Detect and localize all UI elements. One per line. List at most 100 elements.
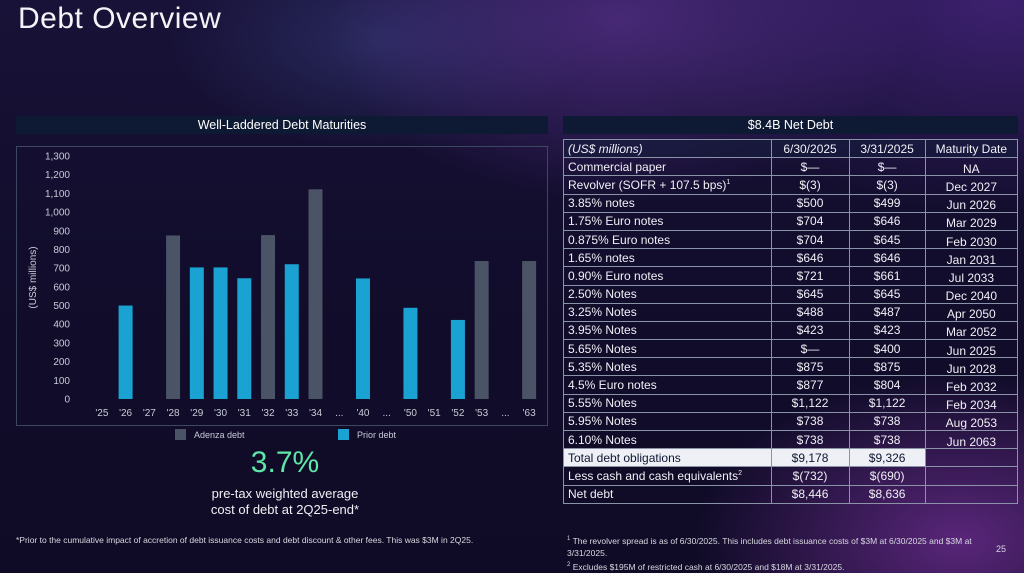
maturity-date-text: Jan 2031 <box>946 252 997 267</box>
value-6-30-2025: $(732) <box>770 466 850 486</box>
value-3-31-2025: $738 <box>848 429 926 450</box>
col-header-q1: 3/31/2025 <box>848 138 926 159</box>
footnote-1-text: The revolver spread is as of 6/30/2025. … <box>567 535 972 558</box>
maturity-date-text: Mar 2052 <box>946 325 997 340</box>
maturity-date-text: Feb 2030 <box>945 234 997 249</box>
table-row: 3.25% Notes $488 $487 Apr 2050 <box>563 302 1019 322</box>
row-label: 0.90% Euro notes <box>563 266 772 286</box>
value-6-30-2025: $646 <box>770 248 850 268</box>
value-3-31-2025: $423 <box>848 320 926 341</box>
x-tick-label: '40 <box>356 408 369 419</box>
col-header-q2: 6/30/2025 <box>770 138 850 159</box>
value-3-31-2025: $661 <box>848 266 926 286</box>
bar-prior <box>213 267 228 399</box>
caption-line-2: cost of debt at 2Q25-end* <box>210 502 360 517</box>
maturity-date-text: Jun 2063 <box>946 434 997 449</box>
maturity-date <box>924 448 1019 468</box>
col-header-units: (US$ millions) <box>563 138 772 159</box>
x-tick-label: '28 <box>167 408 180 419</box>
table-row: 5.65% Notes $— $400 Jun 2025 <box>563 339 1019 359</box>
maturity-date <box>924 466 1019 486</box>
value-3-31-2025: $— <box>848 157 926 177</box>
value-6-30-2025: $8,446 <box>770 484 850 504</box>
maturity-date: Dec 2027 <box>924 175 1019 195</box>
maturity-date-text: Apr 2050 <box>947 307 996 322</box>
x-tick-label: '33 <box>285 408 298 419</box>
row-label: 0.875% Euro notes <box>563 229 772 250</box>
page-number: 25 <box>996 544 1007 554</box>
value-3-31-2025: $875 <box>848 357 926 377</box>
x-tick-label: '52 <box>451 408 464 419</box>
row-label: 2.50% Notes <box>563 284 772 304</box>
maturity-date: Jun 2025 <box>924 339 1019 359</box>
y-tick-label: 1,100 <box>45 189 70 200</box>
value-3-31-2025: $499 <box>848 193 926 213</box>
legend-prior-label: Prior debt <box>357 429 397 440</box>
table-row: 1.75% Euro notes $704 $646 Mar 2029 <box>563 211 1019 231</box>
x-tick-label: '31 <box>238 408 251 419</box>
value-6-30-2025: $— <box>770 339 850 359</box>
maturity-date: Dec 2040 <box>924 284 1019 304</box>
caption-line-1: pre-tax weighted average <box>211 486 359 501</box>
value-6-30-2025: $1,122 <box>770 393 850 413</box>
net-debt-table: (US$ millions) 6/30/2025 3/31/2025 Matur… <box>563 138 1019 504</box>
value-6-30-2025: $875 <box>770 357 850 377</box>
row-label: Revolver (SOFR + 107.5 bps)1 <box>563 175 772 195</box>
y-tick-label: 500 <box>53 301 70 312</box>
row-label: 1.65% notes <box>563 248 772 268</box>
value-3-31-2025: $738 <box>848 411 926 432</box>
legend-adenza-swatch <box>175 429 186 440</box>
x-tick-label: '63 <box>523 408 536 419</box>
legend-adenza: Adenza debt <box>175 429 245 440</box>
maturity-date: Jun 2063 <box>924 429 1019 450</box>
weighted-cost-value: 3.7% <box>250 446 320 479</box>
value-3-31-2025: $646 <box>848 248 926 268</box>
maturity-date: Mar 2052 <box>924 320 1019 341</box>
row-label: 5.35% Notes <box>563 357 772 377</box>
x-tick-label: '51 <box>428 408 441 419</box>
x-tick-label: ... <box>383 408 391 419</box>
x-tick-label: '27 <box>143 408 156 419</box>
maturity-date-text: Dec 2027 <box>945 179 998 194</box>
x-tick-label: '50 <box>404 408 417 419</box>
bar-prior <box>403 307 418 399</box>
maturity-date-text: Jul 2033 <box>948 270 995 285</box>
value-6-30-2025: $704 <box>770 229 850 250</box>
row-label: 3.85% notes <box>563 193 772 213</box>
table-row: 6.10% Notes $738 $738 Jun 2063 <box>563 429 1019 450</box>
maturity-date: Aug 2053 <box>924 411 1019 432</box>
value-3-31-2025: $804 <box>848 375 926 395</box>
y-tick-label: 200 <box>53 357 70 368</box>
y-tick-label: 300 <box>53 338 70 349</box>
x-tick-label: '53 <box>475 408 488 419</box>
row-label: 5.65% Notes <box>563 339 772 359</box>
value-6-30-2025: $488 <box>770 302 850 322</box>
row-label: 3.25% Notes <box>563 302 772 322</box>
row-label: Total debt obligations <box>563 448 772 468</box>
table-row: 5.55% Notes $1,122 $1,122 Feb 2034 <box>563 393 1019 413</box>
maturity-date: Jan 2031 <box>924 248 1019 268</box>
y-axis-label: (US$ millions) <box>28 246 39 308</box>
table-row: 5.95% Notes $738 $738 Aug 2053 <box>563 411 1019 432</box>
value-6-30-2025: $738 <box>770 411 850 432</box>
maturity-date: Feb 2034 <box>924 393 1019 413</box>
table-row: 4.5% Euro notes $877 $804 Feb 2032 <box>563 375 1019 395</box>
bar-prior <box>189 267 204 399</box>
footnote-marker: 1 <box>726 178 731 186</box>
maturity-date <box>924 484 1019 504</box>
value-3-31-2025: $(3) <box>848 175 926 195</box>
value-6-30-2025: $721 <box>770 266 850 286</box>
col-header-maturity: Maturity Date <box>924 138 1019 159</box>
maturity-date-text: Jun 2026 <box>946 198 997 213</box>
row-label: Net debt <box>563 484 772 504</box>
footnote-1: 1 The revolver spread is as of 6/30/2025… <box>567 535 972 558</box>
table-row: 2.50% Notes $645 $645 Dec 2040 <box>563 284 1019 304</box>
maturity-date: Mar 2029 <box>924 211 1019 231</box>
chart-frame <box>16 146 548 426</box>
value-6-30-2025: $— <box>770 157 850 177</box>
maturity-date-text: Feb 2032 <box>945 380 997 395</box>
maturity-date-text: Feb 2034 <box>945 398 997 413</box>
value-6-30-2025: $704 <box>770 211 850 231</box>
row-label: 3.95% Notes <box>563 320 772 341</box>
x-tick-label: ... <box>335 408 343 419</box>
